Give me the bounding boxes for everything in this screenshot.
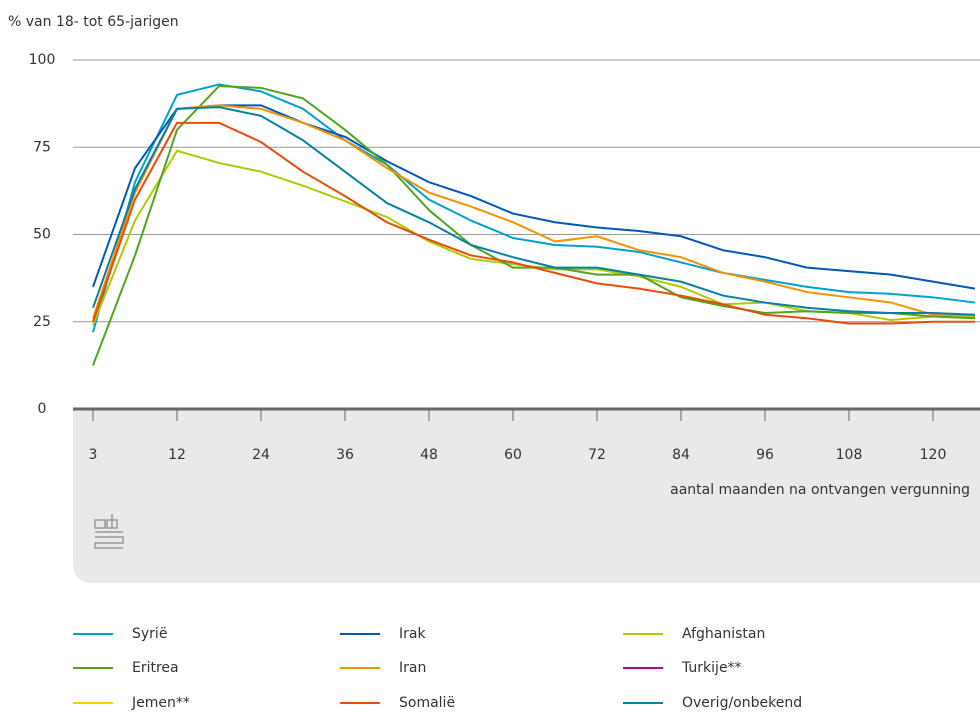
legend-label: Iran — [399, 660, 426, 676]
series-line — [92, 104, 975, 319]
series-line — [92, 149, 975, 326]
x-tick-label: 24 — [252, 447, 270, 463]
x-tick-label: 48 — [420, 447, 438, 463]
legend-label: Turkije** — [681, 660, 742, 676]
x-tick-label: 84 — [672, 447, 690, 463]
legend-label: Jemen** — [131, 695, 190, 711]
legend-label: Syrië — [132, 626, 167, 642]
x-axis-title: aantal maanden na ontvangen vergunning — [670, 482, 970, 498]
y-tick-label: 75 — [33, 139, 51, 155]
x-tick-label: 60 — [504, 447, 522, 463]
legend-label: Irak — [399, 626, 426, 642]
y-tick-label: 0 — [38, 401, 47, 417]
y-axis-title: % van 18- tot 65-jarigen — [8, 14, 179, 30]
y-tick-label: 100 — [29, 52, 56, 68]
legend-label: Afghanistan — [682, 626, 765, 642]
x-tick-label: 3 — [89, 447, 98, 463]
axis-panel — [73, 409, 980, 583]
x-tick-label: 72 — [588, 447, 606, 463]
x-tick-label: 96 — [756, 447, 774, 463]
series-line — [92, 106, 976, 316]
x-tick-label: 108 — [836, 447, 863, 463]
legend-label: Overig/onbekend — [682, 695, 802, 711]
x-tick-label: 36 — [336, 447, 354, 463]
series-line — [92, 83, 976, 333]
x-tick-label: 120 — [920, 447, 947, 463]
series-line — [92, 104, 976, 290]
y-tick-label: 25 — [33, 314, 51, 330]
y-tick-label: 50 — [33, 227, 51, 243]
legend-label: Somalië — [399, 695, 455, 711]
series-line — [92, 121, 975, 325]
logo — [94, 514, 124, 549]
x-tick-label: 12 — [168, 447, 186, 463]
legend-label: Eritrea — [132, 660, 179, 676]
